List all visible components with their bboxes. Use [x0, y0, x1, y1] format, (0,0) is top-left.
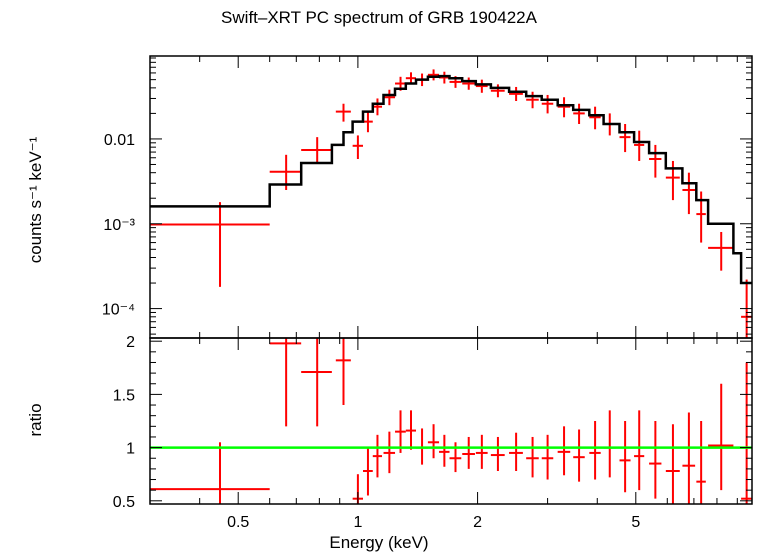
spectrum-point	[634, 130, 645, 161]
ratio-point	[649, 421, 662, 499]
ratio-point	[150, 442, 270, 504]
ratio-point	[682, 412, 696, 504]
spectrum-point	[649, 144, 662, 178]
ratio-point	[526, 436, 539, 478]
spectrum-point	[573, 103, 585, 124]
ratio-point	[665, 424, 680, 504]
spectrum-point	[372, 98, 383, 116]
spectrum-point	[335, 103, 351, 122]
ratio-point	[372, 434, 383, 478]
spectrum-point	[475, 79, 488, 93]
spectrum-point	[362, 111, 373, 133]
spectrum-point	[462, 77, 475, 90]
spectrum-point	[589, 106, 601, 130]
y-tick-label-bottom: 1.5	[113, 387, 135, 404]
y-tick-label-bottom: 1	[126, 441, 135, 458]
spectrum-point	[557, 97, 571, 118]
ratio-point	[395, 410, 406, 453]
ratio-point	[619, 421, 631, 493]
chart-title: Swift–XRT PC spectrum of GRB 190422A	[221, 8, 537, 27]
ratio-point	[573, 429, 585, 482]
ratio-point	[301, 338, 332, 427]
ratio-point	[405, 410, 416, 450]
top-panel-frame	[149, 55, 753, 339]
top-panel-data	[150, 69, 752, 338]
ratio-point	[509, 432, 523, 472]
spectrum-point	[490, 84, 505, 98]
spectrum-point	[682, 172, 696, 215]
spectrum-point	[526, 91, 539, 109]
ratio-point	[708, 383, 734, 491]
ratio-point	[490, 436, 505, 472]
y-tick-label-top: 10⁻⁴	[102, 302, 135, 319]
ratio-point	[427, 424, 440, 459]
axis-ticks	[149, 56, 752, 504]
spectrum-point	[541, 94, 554, 114]
spectrum-point	[301, 137, 332, 164]
bottom-panel-data	[150, 338, 752, 504]
ratio-point	[475, 434, 488, 469]
spectrum-point	[352, 135, 363, 160]
spectrum-point	[427, 69, 440, 81]
spectrum-point	[439, 71, 450, 84]
bottom-panel-frame	[149, 337, 753, 505]
ratio-point	[589, 421, 601, 480]
spectrum-point	[619, 123, 631, 153]
spectrum-point	[708, 231, 734, 271]
ratio-point	[383, 431, 396, 474]
x-tick-label: 1	[353, 514, 362, 531]
ratio-point	[439, 434, 450, 467]
spectrum-point	[383, 89, 396, 106]
ratio-point	[603, 410, 616, 478]
ratio-point	[541, 434, 554, 480]
y-tick-label-bottom: 0.5	[113, 494, 135, 511]
y-axis-label-bottom: ratio	[26, 403, 45, 437]
spectrum-point	[665, 160, 680, 201]
ratio-point	[269, 338, 302, 427]
spectrum-point	[509, 86, 523, 102]
x-tick-label: 5	[631, 514, 640, 531]
y-tick-label-bottom: 2	[126, 334, 135, 351]
model-step-line	[150, 74, 752, 285]
ratio-point	[362, 447, 373, 496]
x-tick-label: 2	[473, 514, 482, 531]
tick-labels: 0.5 1 2 5 0.01 10⁻³ 10⁻⁴ 0.5 1 1.5 2	[102, 132, 640, 531]
y-axis-label-top: counts s⁻¹ keV⁻¹	[26, 136, 45, 264]
x-tick-label: 0.5	[227, 514, 249, 531]
axes-frames	[149, 55, 753, 505]
ratio-point	[696, 421, 706, 504]
ratio-point	[462, 436, 475, 469]
spectrum-point	[150, 202, 270, 287]
x-axis-label: Energy (keV)	[329, 533, 429, 552]
y-tick-label-top: 0.01	[104, 132, 135, 149]
ratio-point	[335, 338, 351, 406]
y-tick-label-top: 10⁻³	[103, 217, 135, 234]
ratio-point	[741, 362, 752, 504]
ratio-point	[557, 426, 571, 476]
top-panel-model	[150, 74, 752, 285]
ratio-point	[634, 410, 645, 491]
